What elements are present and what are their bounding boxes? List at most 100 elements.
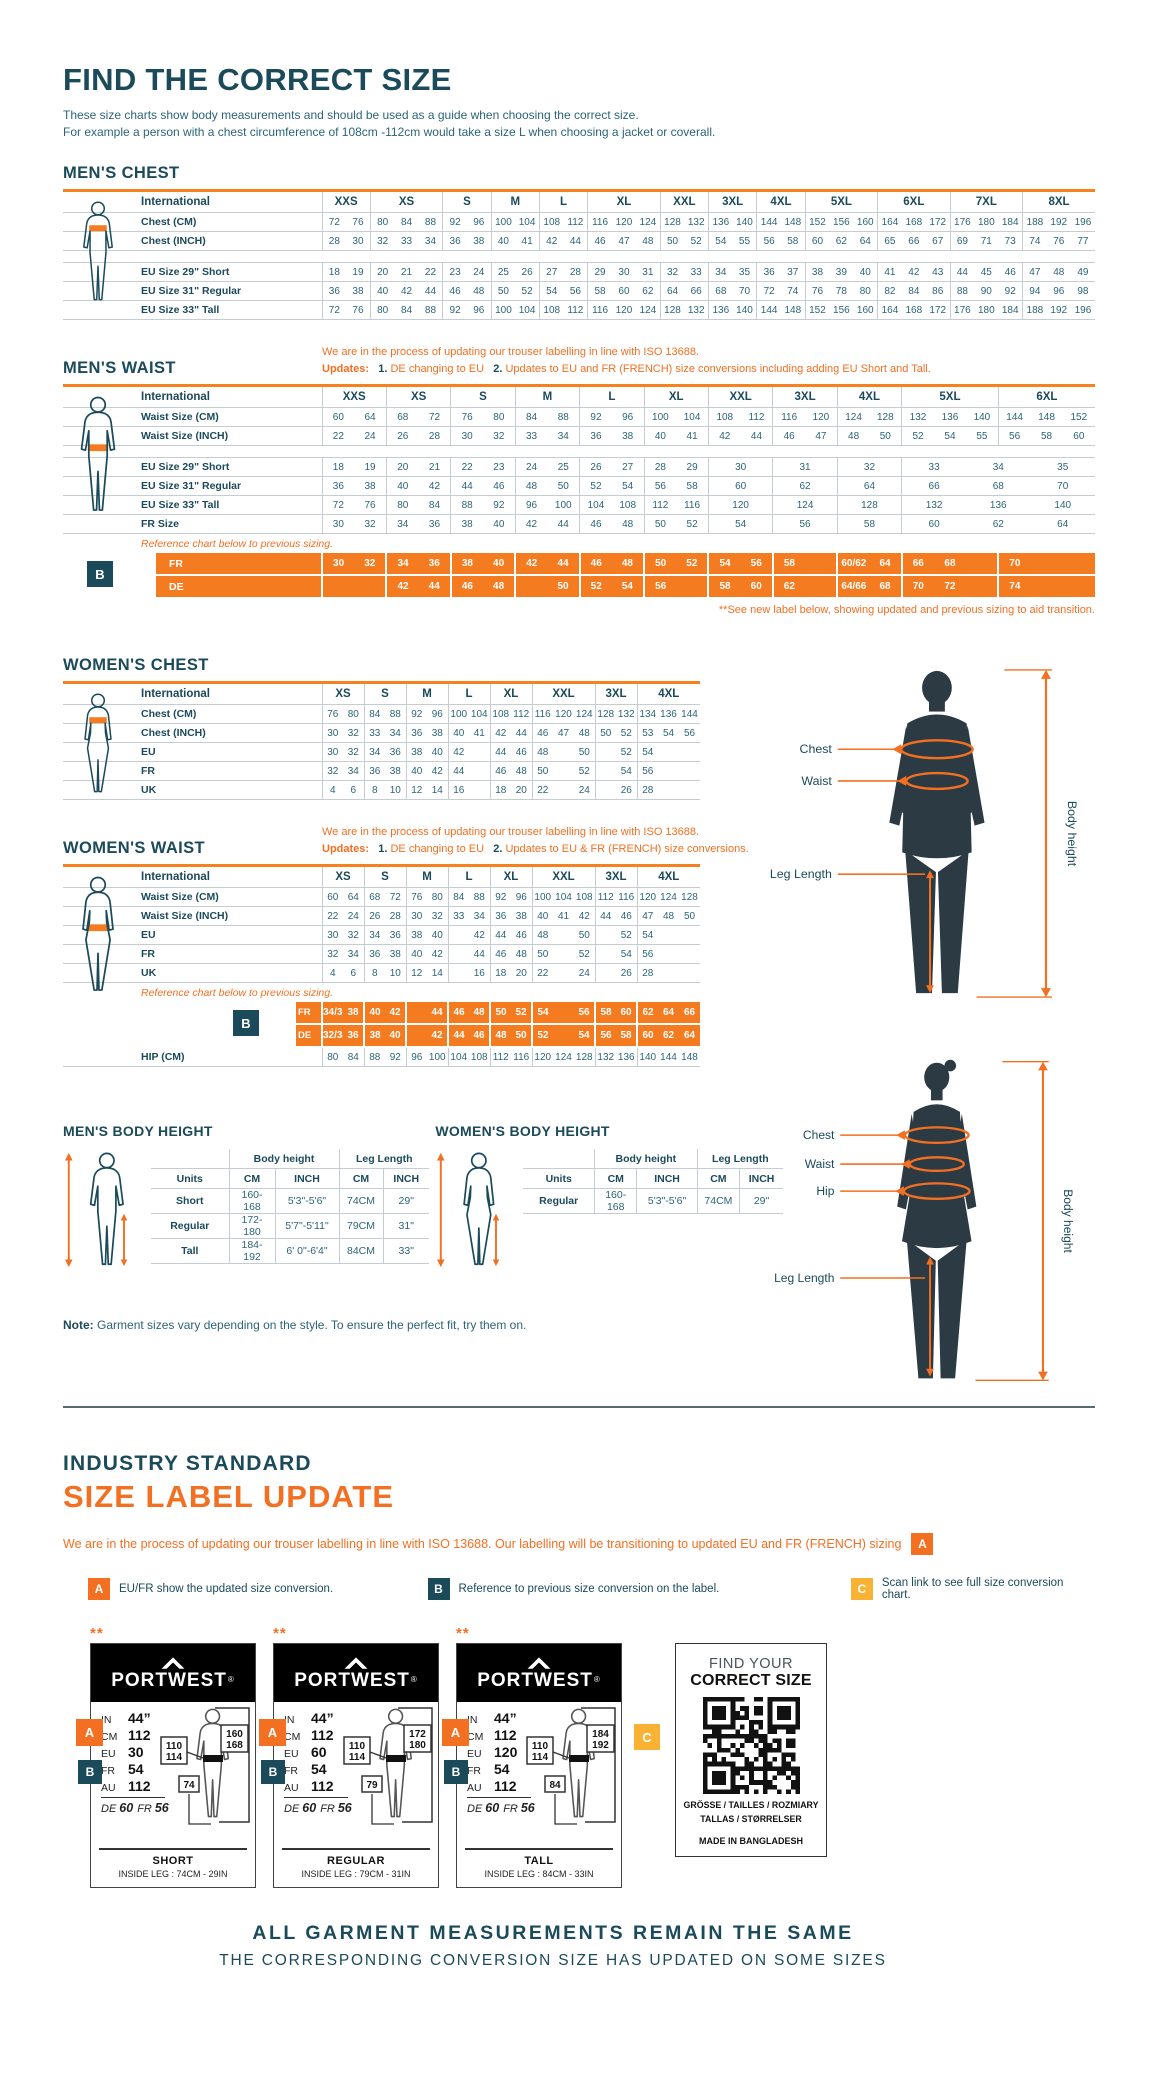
value-cell: 60 [321,407,355,428]
value-cell: 124 [636,212,661,233]
measurement-figures: Chest Waist Leg Length Body height Chest… [765,662,1095,1382]
value-cell: 47 [611,231,637,252]
value-cell: 64 [659,281,685,302]
inside-leg: INSIDE LEG : 79CM - 31IN [301,1869,411,1880]
value-cell: 48 [469,1002,490,1026]
value-cell: 148 [679,1047,700,1068]
value-cell: 36 [489,906,511,927]
value-cell: 38 [385,761,406,782]
value-cell: 32 [483,426,516,447]
transition-stars: ** [90,1625,104,1643]
value-cell: 46 [578,553,612,577]
value-cell: 74 [997,575,1031,600]
unit-label: EU [101,1748,116,1761]
prev-value: 60 [485,1801,500,1816]
size-header: 6XL [997,385,1095,409]
registered-mark: ® [593,1674,601,1684]
value-cell: 28 [321,231,347,252]
row-label: UK [63,780,322,801]
notice-line-2: Updates: 1. DE changing to EU 2. Updates… [322,843,749,856]
value-cell: 62 [636,1002,658,1026]
section-womens-waist: WOMEN'S WAIST We are in the process of u… [63,824,783,1068]
value-cell: 108 [538,300,564,321]
value-cell: 12 [405,780,427,801]
value-cell: 176 [949,212,975,233]
value-cell: 36 [385,742,406,763]
column-header-row: Units CM INCH CM INCH [151,1168,429,1190]
value-cell [658,742,679,763]
value-cell: 31 [636,262,661,283]
row-label: EU Size 29" Short [63,262,322,283]
value-cell: 40 [643,426,677,447]
value-cell: 48 [658,906,679,927]
reference-note-row: Reference chart below to previous sizing… [63,983,700,1003]
value-cell: 41 [676,426,709,447]
legend-text: Scan link to see full size conversion ch… [881,1577,1064,1602]
size-header: 4XL [636,865,700,889]
value-cell: 144 [756,300,781,321]
value-cell: 96 [511,887,532,908]
value-cell: 52 [676,514,709,535]
size-value: 112 [311,1727,334,1744]
column-group-header: Body height [228,1149,339,1170]
brand-header: PORTWEST® [91,1644,255,1703]
value-cell [679,925,700,946]
value-cell: 108 [611,495,645,516]
svg-text:110: 110 [532,1741,549,1752]
qr-title-1: FIND YOUR [709,1656,793,1673]
value-cell: 160-168 [228,1188,275,1215]
value-cell: 80 [343,704,364,725]
value-cell: 54 [707,231,733,252]
value-cell: 92 [489,887,511,908]
value-cell: 44 [511,723,532,744]
value-cell: 58 [771,553,806,577]
value-cell [679,761,700,782]
size-field-row: FR 54 [467,1761,621,1778]
size-header: S [442,190,492,214]
value-cell: 112 [643,495,677,516]
value-cell: 58 [707,575,741,600]
label-body: IN 44” CM 112 EU 30 FR 54 AU 112 DE 60 FR 56 110 114 … [91,1702,255,1848]
value-cell: 38 [427,723,448,744]
fit-name: SHORT [152,1855,194,1868]
section-womens-chest: WOMEN'S CHEST International XS S M L XL XXL 3XL… [63,656,783,801]
value-cell: 56 [772,514,838,535]
row-label: FR [63,761,322,782]
qr-code [702,1697,800,1795]
row-label: Chest (CM) [63,704,322,725]
value-cell: 47 [805,426,838,447]
value-cell: 164 [877,300,902,321]
value-cell: 100 [490,300,516,321]
reference-note: Reference chart below to previous sizing… [141,986,334,999]
value-cell: 88 [363,1047,385,1068]
value-cell: 44 [489,742,511,763]
value-cell: 172 [925,300,951,321]
value-cell: 50 [643,514,677,535]
label-column-header: International [63,385,322,409]
value-cell: 116 [531,704,553,725]
column-header-row: Units CM INCH CM INCH [523,1168,783,1190]
size-header: 3XL [772,385,838,409]
value-cell: 144 [658,1047,679,1068]
svg-text:Waist: Waist [801,774,832,788]
value-cell: 88 [418,300,443,321]
value-cell: 54 [616,761,637,782]
label-footer: SHORT INSIDE LEG : 74CM - 29IN [99,1848,247,1887]
value-cell: 60 [804,231,830,252]
value-cell: 49 [1070,262,1095,283]
value-cell: 38 [346,281,371,302]
value-cell: 46 [449,575,484,600]
value-cell: 132 [901,407,934,428]
value-cell: 39 [829,262,854,283]
value-cell: 68 [869,575,902,600]
value-cell: 46 [616,906,637,927]
size-value: 120 [494,1744,518,1761]
value-cell: 46 [579,514,612,535]
svg-text:79: 79 [366,1780,378,1791]
size-fields: IN 44” CM 112 EU 30 FR 54 AU 112 DE 60 FR 56 [101,1710,255,1815]
size-header: 6XL [877,190,951,214]
row-label: Waist Size (INCH) [63,906,322,927]
value-cell: 108 [489,704,511,725]
value-cell: 54 [531,1002,553,1026]
value-cell: 64 [1030,514,1095,535]
